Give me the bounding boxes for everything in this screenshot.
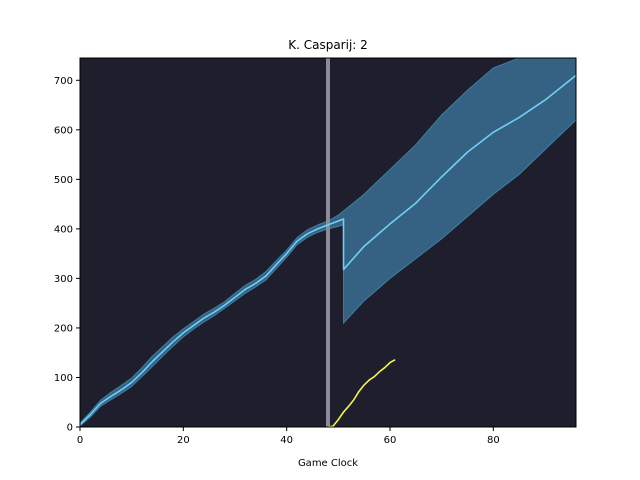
series-0-band (80, 58, 576, 427)
y-tick-label: 200 (54, 323, 73, 334)
x-tick-label: 40 (280, 435, 293, 446)
y-tick-label: 600 (54, 125, 73, 136)
y-tick-label: 0 (67, 423, 73, 434)
x-tick-label: 80 (487, 435, 500, 446)
x-tick-label: 20 (177, 435, 190, 446)
y-tick-label: 300 (54, 274, 73, 285)
confidence-band-layer (80, 58, 576, 427)
y-tick-label: 700 (54, 76, 73, 87)
chart-title: K. Casparij: 2 (288, 38, 368, 52)
x-axis-title: Game Clock (298, 458, 358, 469)
series-1-line (327, 358, 396, 427)
y-tick-label: 500 (54, 175, 73, 186)
series-0-line (80, 74, 576, 426)
plot-frame (79, 57, 577, 428)
x-tick-label: 0 (77, 435, 83, 446)
x-axis: 0 20 40 60 80 (77, 427, 500, 446)
y-tick-label: 400 (54, 224, 73, 235)
x-tick-label: 60 (384, 435, 397, 446)
series-lines-layer (80, 74, 576, 427)
y-tick-label: 100 (54, 373, 73, 384)
y-axis: 0 100 200 300 400 500 600 700 (54, 76, 80, 434)
